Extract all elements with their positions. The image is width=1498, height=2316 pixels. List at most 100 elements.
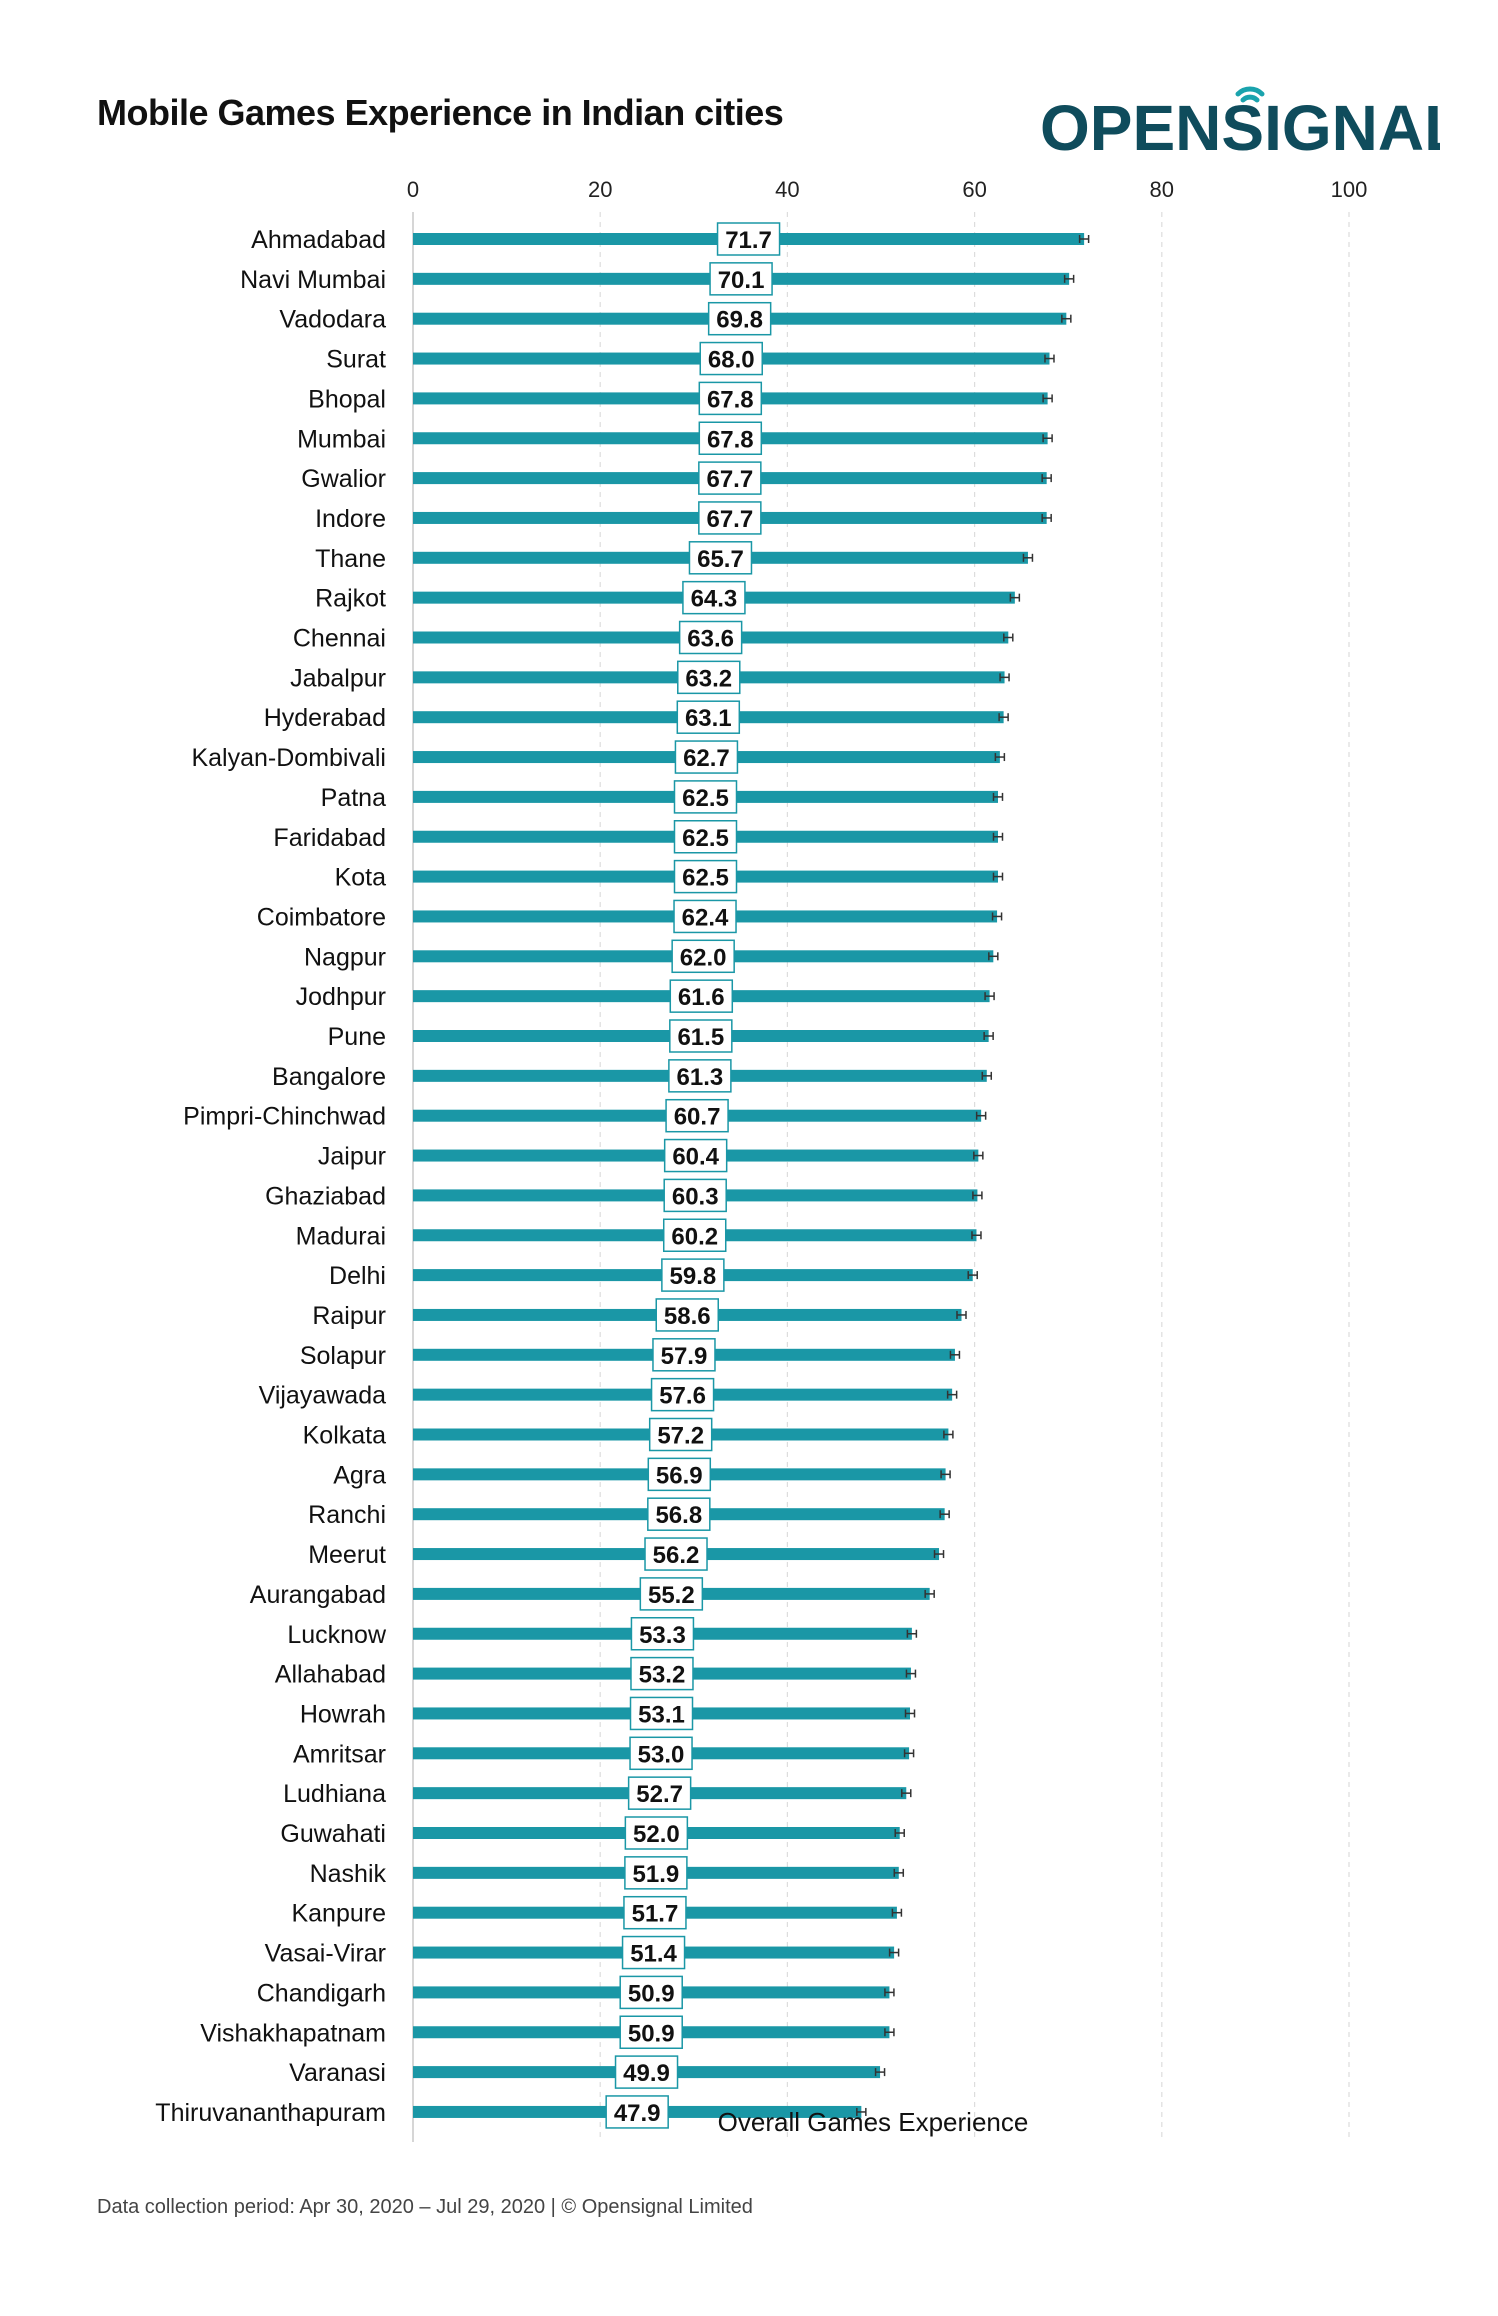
value-label: 53.2	[639, 1662, 686, 1689]
value-label: 59.8	[670, 1263, 717, 1290]
x-axis-ticks: 0 20 40 60 80 100	[407, 177, 1367, 202]
category-label: Raipur	[312, 1302, 386, 1330]
category-label: Howrah	[300, 1700, 386, 1728]
value-label-box	[619, 1975, 683, 2010]
value-label: 61.5	[677, 1024, 724, 1051]
value-label: 51.9	[633, 1861, 680, 1888]
value-label: 53.3	[639, 1622, 686, 1649]
x-tick-label: 20	[588, 177, 612, 202]
category-label: Jabalpur	[290, 664, 386, 692]
value-label: 60.7	[674, 1104, 721, 1131]
category-label: Faridabad	[273, 824, 386, 852]
value-label: 51.7	[632, 1901, 679, 1928]
value-label-box	[682, 580, 746, 615]
value-label: 52.0	[633, 1821, 680, 1848]
category-label: Indore	[315, 505, 386, 533]
category-label: Vishakhapatnam	[200, 2019, 386, 2047]
value-label: 67.7	[706, 466, 753, 493]
value-label-box	[669, 979, 734, 1013]
value-label-box	[647, 1497, 711, 1531]
category-label: Kota	[335, 864, 387, 892]
category-label: Ghaziabad	[265, 1182, 386, 1210]
category-label: Vasai-Virar	[265, 1940, 386, 1968]
category-label: Delhi	[329, 1262, 386, 1290]
value-label: 58.6	[664, 1303, 711, 1330]
value-label: 67.8	[707, 386, 754, 413]
chart-title: Mobile Games Experience in Indian cities	[97, 92, 784, 133]
gridlines	[412, 212, 1350, 2142]
category-label: Gwalior	[301, 465, 386, 493]
value-label-box	[698, 381, 763, 416]
value-label: 62.5	[682, 825, 729, 852]
value-label: 47.9	[614, 2100, 661, 2127]
value-label: 62.5	[682, 865, 729, 892]
value-label: 57.6	[659, 1383, 706, 1410]
category-label: Allahabad	[275, 1661, 386, 1689]
value-label-box	[662, 1218, 727, 1252]
category-label: Surat	[326, 346, 386, 374]
value-label: 61.3	[677, 1064, 724, 1091]
value-label: 65.7	[697, 546, 744, 573]
category-label: Lucknow	[287, 1621, 387, 1649]
value-label-box	[614, 2055, 679, 2089]
category-label: Varanasi	[289, 2059, 386, 2087]
category-label: Nagpur	[304, 943, 386, 971]
category-label: Hyderabad	[264, 704, 386, 732]
value-label-box	[676, 700, 741, 734]
category-label: Jaipur	[318, 1143, 386, 1171]
value-label: 55.2	[648, 1582, 695, 1609]
category-label: Meerut	[308, 1541, 386, 1569]
value-label: 56.8	[655, 1502, 702, 1529]
category-label: Aurangabad	[250, 1581, 386, 1609]
category-label: Patna	[321, 784, 386, 812]
value-label-box	[669, 1019, 733, 1053]
value-label: 51.4	[630, 1941, 677, 1968]
bar-chart: 0 20 40 60 80 100 Ahmadabad Navi Mumbai Vadodar…	[155, 177, 1367, 2142]
x-tick-label: 60	[962, 177, 986, 202]
value-label-box	[709, 262, 773, 296]
category-label: Rajkot	[315, 585, 386, 613]
x-tick-label: 40	[775, 177, 799, 202]
category-label: Chandigarh	[257, 1979, 386, 2007]
category-label: Kalyan-Dombivali	[191, 744, 386, 772]
value-label: 62.0	[680, 944, 727, 971]
signal-icon	[1235, 86, 1265, 103]
value-label: 71.7	[725, 227, 772, 254]
value-label-box	[661, 1258, 725, 1292]
value-labels: 71.7 70.1 69.8 68.0 67.8 67.8 67.7 67.7 65.7 64.3…	[605, 222, 781, 2129]
value-label-box	[630, 1617, 695, 1651]
value-label-box	[650, 1377, 715, 1412]
value-label-box	[652, 1338, 716, 1372]
category-label: Thane	[315, 545, 386, 573]
value-label-box	[673, 820, 738, 854]
value-label-box	[619, 2015, 683, 2049]
value-label-box	[629, 1696, 694, 1731]
category-label: Kolkata	[303, 1422, 386, 1450]
value-label-box	[644, 1537, 708, 1571]
value-label-box	[673, 899, 737, 934]
value-label: 69.8	[716, 307, 763, 334]
category-label: Ranchi	[308, 1501, 386, 1529]
value-label: 53.1	[638, 1701, 685, 1728]
value-label-box	[629, 1736, 693, 1771]
value-label: 60.4	[672, 1144, 719, 1171]
category-label: Pune	[328, 1023, 386, 1051]
x-tick-label: 0	[407, 177, 419, 202]
value-label: 56.9	[656, 1462, 703, 1489]
value-label: 70.1	[718, 267, 765, 294]
value-label: 49.9	[623, 2060, 670, 2087]
value-label-box	[716, 222, 781, 256]
category-label: Guwahati	[280, 1820, 386, 1848]
value-label: 57.9	[661, 1343, 708, 1370]
value-label: 63.6	[687, 626, 734, 653]
logo-text: OPENSIGNAL	[1040, 92, 1440, 162]
value-label-box	[678, 620, 743, 655]
category-label: Thiruvananthapuram	[155, 2099, 386, 2127]
value-label-box	[668, 1059, 732, 1093]
value-label-box	[671, 939, 735, 974]
value-label: 62.7	[683, 745, 730, 772]
value-label-box	[665, 1098, 729, 1133]
x-tick-label: 80	[1150, 177, 1174, 202]
category-label: Vijayawada	[259, 1382, 387, 1410]
value-label-box	[623, 1895, 687, 1930]
